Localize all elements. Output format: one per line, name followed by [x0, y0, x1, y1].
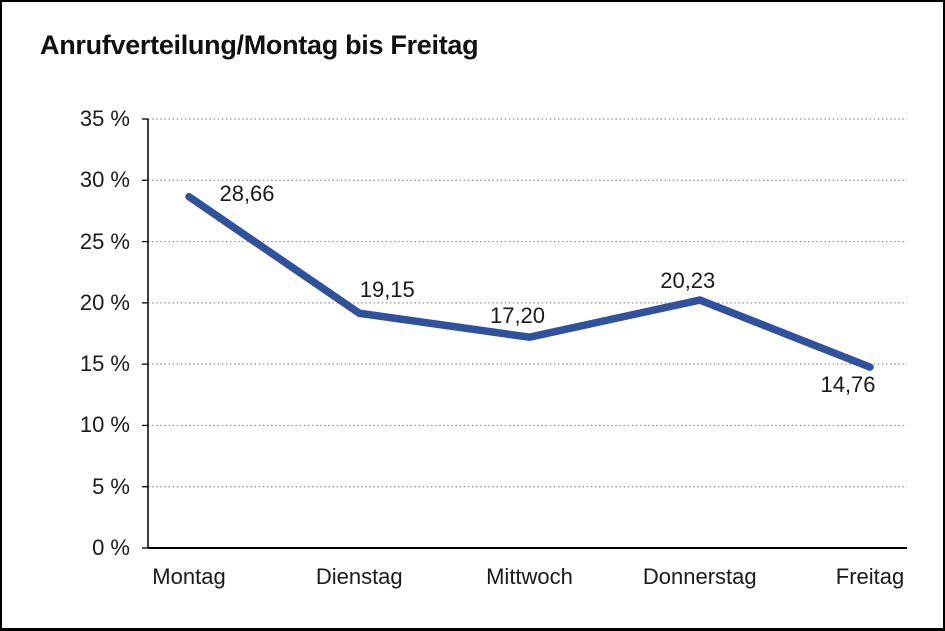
y-axis-tick-label: 15 %	[79, 351, 130, 377]
data-point-label: 17,20	[489, 303, 546, 329]
x-axis-category-label: Freitag	[835, 564, 905, 589]
y-axis-tick-label: 25 %	[79, 228, 130, 254]
y-axis-tick-label: 0 %	[92, 535, 130, 560]
data-point-label: 14,76	[820, 372, 876, 398]
data-point-label: 20,23	[660, 268, 716, 294]
x-axis-category-label: Mittwoch	[486, 564, 573, 589]
y-axis-tick-label: 10 %	[79, 412, 130, 438]
y-axis-tick-label: 20 %	[79, 289, 130, 315]
y-axis-tick-label: 30 %	[79, 167, 130, 193]
data-point-label: 19,15	[359, 277, 415, 303]
y-axis-tick-label: 35 %	[79, 106, 130, 131]
chart-title: Anrufverteilung/Montag bis Freitag	[40, 30, 479, 60]
x-axis-category-label: Dienstag	[315, 564, 403, 589]
data-series-line	[185, 192, 874, 371]
data-point-label: 28,66	[219, 180, 275, 206]
y-axis-tick-label: 5 %	[92, 473, 130, 499]
x-axis-category-label: Donnerstag	[642, 564, 757, 589]
x-axis-category-label: Montag	[152, 564, 226, 589]
